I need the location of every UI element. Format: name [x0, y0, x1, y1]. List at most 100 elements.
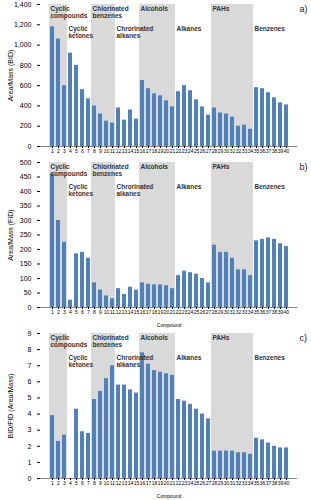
svg-text:450: 450: [20, 173, 32, 180]
svg-text:3: 3: [63, 148, 66, 154]
svg-text:Benzenes: Benzenes: [255, 354, 286, 361]
svg-text:Cycliccompounds: Cycliccompounds: [51, 163, 88, 178]
svg-text:13: 13: [122, 480, 128, 486]
svg-text:150: 150: [20, 260, 32, 267]
svg-text:5: 5: [75, 148, 78, 154]
svg-text:13: 13: [122, 148, 128, 154]
svg-text:18: 18: [152, 309, 158, 315]
svg-text:Cyclicketones: Cyclicketones: [69, 183, 94, 196]
svg-text:38: 38: [272, 480, 278, 486]
svg-text:31: 31: [230, 148, 236, 154]
svg-text:14: 14: [128, 480, 134, 486]
svg-text:31: 31: [230, 309, 236, 315]
svg-text:40: 40: [284, 148, 290, 154]
svg-text:6: 6: [81, 480, 84, 486]
svg-text:24: 24: [188, 480, 194, 486]
svg-text:35: 35: [254, 148, 260, 154]
svg-text:Alcohols: Alcohols: [141, 5, 169, 12]
svg-text:Chrorinatedalkanes: Chrorinatedalkanes: [117, 183, 154, 196]
svg-text:Area/Mass (BID): Area/Mass (BID): [7, 50, 15, 102]
svg-text:34: 34: [248, 148, 254, 154]
svg-text:Cyclicketones: Cyclicketones: [69, 354, 94, 368]
svg-text:9: 9: [99, 480, 102, 486]
svg-text:23: 23: [182, 309, 188, 315]
svg-text:9: 9: [28, 330, 32, 337]
svg-text:24: 24: [188, 309, 194, 315]
svg-text:21: 21: [170, 309, 176, 315]
svg-text:6: 6: [81, 148, 84, 154]
svg-text:PAHs: PAHs: [213, 163, 230, 170]
svg-text:Cyclicketones: Cyclicketones: [69, 25, 94, 38]
svg-text:39: 39: [278, 480, 284, 486]
svg-text:2: 2: [28, 443, 32, 450]
svg-text:23: 23: [182, 480, 188, 486]
svg-text:12: 12: [116, 480, 122, 486]
svg-text:27: 27: [206, 148, 212, 154]
svg-text:b): b): [300, 162, 308, 172]
svg-text:11: 11: [110, 309, 115, 315]
svg-text:5: 5: [28, 394, 32, 401]
svg-text:Alkanes: Alkanes: [177, 25, 202, 32]
svg-text:10: 10: [104, 148, 110, 154]
svg-text:27: 27: [206, 480, 212, 486]
svg-text:32: 32: [236, 480, 242, 486]
svg-text:9: 9: [99, 148, 102, 154]
svg-text:Chlorinatedbenzenes: Chlorinatedbenzenes: [93, 334, 129, 348]
svg-text:PAHs: PAHs: [213, 334, 230, 341]
svg-text:8: 8: [28, 346, 32, 353]
svg-text:2: 2: [57, 309, 60, 315]
svg-text:26: 26: [200, 309, 206, 315]
svg-text:1: 1: [51, 480, 54, 486]
svg-text:39: 39: [278, 309, 284, 315]
svg-text:12: 12: [116, 148, 122, 154]
svg-text:19: 19: [158, 309, 164, 315]
svg-text:2: 2: [57, 480, 60, 486]
svg-text:29: 29: [218, 309, 224, 315]
svg-text:13: 13: [122, 309, 128, 315]
svg-text:Alkanes: Alkanes: [177, 183, 202, 190]
svg-text:14: 14: [128, 309, 134, 315]
svg-text:24: 24: [188, 148, 194, 154]
svg-text:6: 6: [28, 378, 32, 385]
svg-text:200: 200: [20, 122, 32, 129]
svg-text:40: 40: [284, 309, 290, 315]
svg-text:37: 37: [266, 148, 272, 154]
svg-text:22: 22: [176, 148, 182, 154]
svg-text:12: 12: [116, 309, 122, 315]
svg-text:Chlorinatedbenzenes: Chlorinatedbenzenes: [93, 163, 129, 177]
svg-text:14: 14: [128, 148, 134, 154]
svg-text:7: 7: [28, 362, 32, 369]
svg-text:Alkanes: Alkanes: [177, 354, 202, 361]
svg-text:400: 400: [20, 102, 32, 109]
svg-text:1: 1: [51, 148, 54, 154]
svg-text:BID/FID (Area/Mass): BID/FID (Area/Mass): [7, 374, 15, 439]
svg-text:23: 23: [182, 148, 188, 154]
svg-text:c): c): [300, 333, 308, 343]
svg-text:10: 10: [104, 480, 110, 486]
svg-text:Benzenes: Benzenes: [255, 183, 286, 190]
svg-text:40: 40: [284, 480, 290, 486]
svg-text:39: 39: [278, 148, 284, 154]
svg-text:36: 36: [260, 309, 266, 315]
svg-text:20: 20: [164, 480, 170, 486]
svg-text:17: 17: [146, 480, 152, 486]
svg-text:25: 25: [194, 480, 200, 486]
svg-text:34: 34: [248, 480, 254, 486]
svg-text:Cycliccompounds: Cycliccompounds: [51, 5, 88, 20]
svg-text:3: 3: [63, 480, 66, 486]
svg-text:15: 15: [134, 309, 140, 315]
svg-text:36: 36: [260, 148, 266, 154]
svg-text:16: 16: [140, 148, 146, 154]
svg-text:1,000: 1,000: [14, 41, 32, 48]
svg-text:7: 7: [87, 148, 90, 154]
svg-text:100: 100: [20, 275, 32, 282]
svg-text:50: 50: [24, 289, 32, 296]
svg-text:2: 2: [57, 148, 60, 154]
svg-text:250: 250: [20, 231, 32, 238]
svg-text:36: 36: [260, 480, 266, 486]
svg-text:15: 15: [134, 480, 140, 486]
svg-text:Alcohols: Alcohols: [141, 334, 169, 341]
svg-text:29: 29: [218, 148, 224, 154]
svg-text:7: 7: [87, 480, 90, 486]
svg-text:350: 350: [20, 202, 32, 209]
